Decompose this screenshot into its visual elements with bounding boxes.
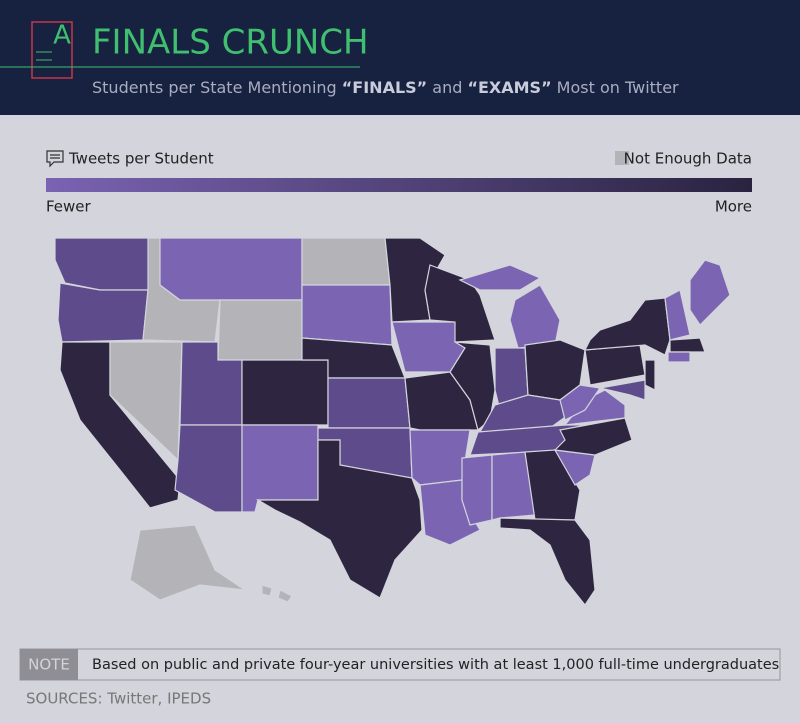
note-text: Based on public and private four-year un… [92, 657, 779, 673]
state [277, 589, 293, 603]
legend-high: More [715, 198, 752, 216]
subtitle: Students per State Mentioning “FINALS” a… [92, 78, 679, 97]
note-label-bg [20, 649, 78, 680]
no-data-label: Not Enough Data [624, 150, 752, 168]
state [159, 237, 303, 301]
subtitle-emphasis: “FINALS” [342, 78, 427, 97]
legend-low: Fewer [46, 198, 92, 216]
state [644, 359, 656, 391]
state [583, 297, 671, 356]
state [599, 379, 646, 401]
state [584, 344, 646, 386]
state [241, 424, 319, 513]
state [255, 439, 423, 599]
state [524, 449, 581, 521]
state [301, 237, 391, 286]
state [664, 289, 691, 341]
state [667, 351, 691, 363]
state [458, 264, 542, 291]
state [559, 384, 602, 421]
state [241, 359, 329, 426]
sources: SOURCES: Twitter, IPEDS [26, 690, 211, 708]
state [409, 429, 471, 486]
state [509, 284, 561, 349]
state [57, 282, 149, 343]
subtitle-emphasis: “EXAMS” [467, 78, 551, 97]
state [449, 341, 496, 432]
state [174, 424, 243, 513]
state [54, 237, 151, 291]
map [54, 237, 731, 607]
logo-letter: A [53, 21, 71, 51]
state [669, 337, 706, 353]
state [129, 524, 246, 601]
comment-icon [46, 150, 64, 168]
legend-gradient [46, 178, 752, 192]
note-label: NOTE [28, 656, 70, 674]
subtitle-part: Most on Twitter [552, 78, 679, 97]
header-band [0, 0, 800, 115]
logo-frame [31, 21, 73, 79]
state [499, 517, 596, 607]
legend-title: Tweets per Student [68, 150, 214, 168]
state [301, 284, 393, 346]
state [461, 454, 493, 526]
state [689, 259, 731, 326]
state [491, 451, 536, 521]
subtitle-part: Students per State Mentioning [92, 78, 342, 97]
subtitle-part: and [427, 78, 467, 97]
state [217, 299, 303, 361]
state [261, 584, 273, 597]
no-data-swatch [615, 151, 629, 165]
title: FINALS CRUNCH [92, 23, 369, 63]
state [327, 377, 411, 429]
